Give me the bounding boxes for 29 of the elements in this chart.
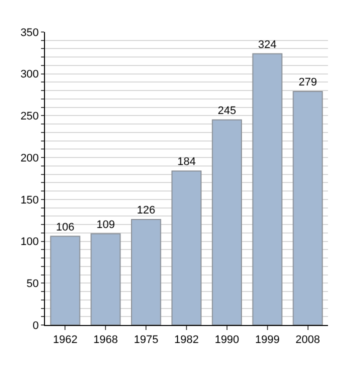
x-tick-label: 1968 — [93, 334, 118, 346]
bar — [212, 119, 242, 325]
data-label: 126 — [136, 204, 156, 217]
x-tick-label: 1999 — [255, 334, 280, 346]
y-tick-label: 250 — [20, 110, 39, 123]
x-tick-label: 1982 — [174, 334, 199, 346]
data-label: 279 — [298, 76, 317, 88]
data-label: 245 — [218, 104, 236, 117]
bar — [171, 170, 202, 325]
data-label: 106 — [56, 221, 74, 234]
bar — [252, 53, 282, 325]
x-tick-label: 2008 — [296, 334, 320, 346]
x-tick-label: 1975 — [134, 334, 158, 346]
data-label: 109 — [96, 218, 115, 231]
data-label: 324 — [258, 38, 277, 51]
bar — [292, 90, 323, 325]
y-tick-label: 150 — [20, 194, 39, 206]
bar — [131, 219, 162, 325]
x-tick-label: 1962 — [52, 334, 78, 346]
x-tick-label: 1990 — [214, 334, 240, 346]
y-tick-label: 300 — [20, 68, 39, 81]
y-tick-label: 200 — [20, 152, 39, 164]
y-tick-label: 50 — [26, 278, 39, 290]
y-tick-label: 350 — [20, 26, 39, 39]
bar — [50, 236, 80, 325]
y-tick-label: 0 — [32, 320, 39, 332]
y-tick-label: 100 — [20, 236, 39, 248]
bar — [90, 233, 121, 325]
data-label: 184 — [177, 156, 196, 168]
